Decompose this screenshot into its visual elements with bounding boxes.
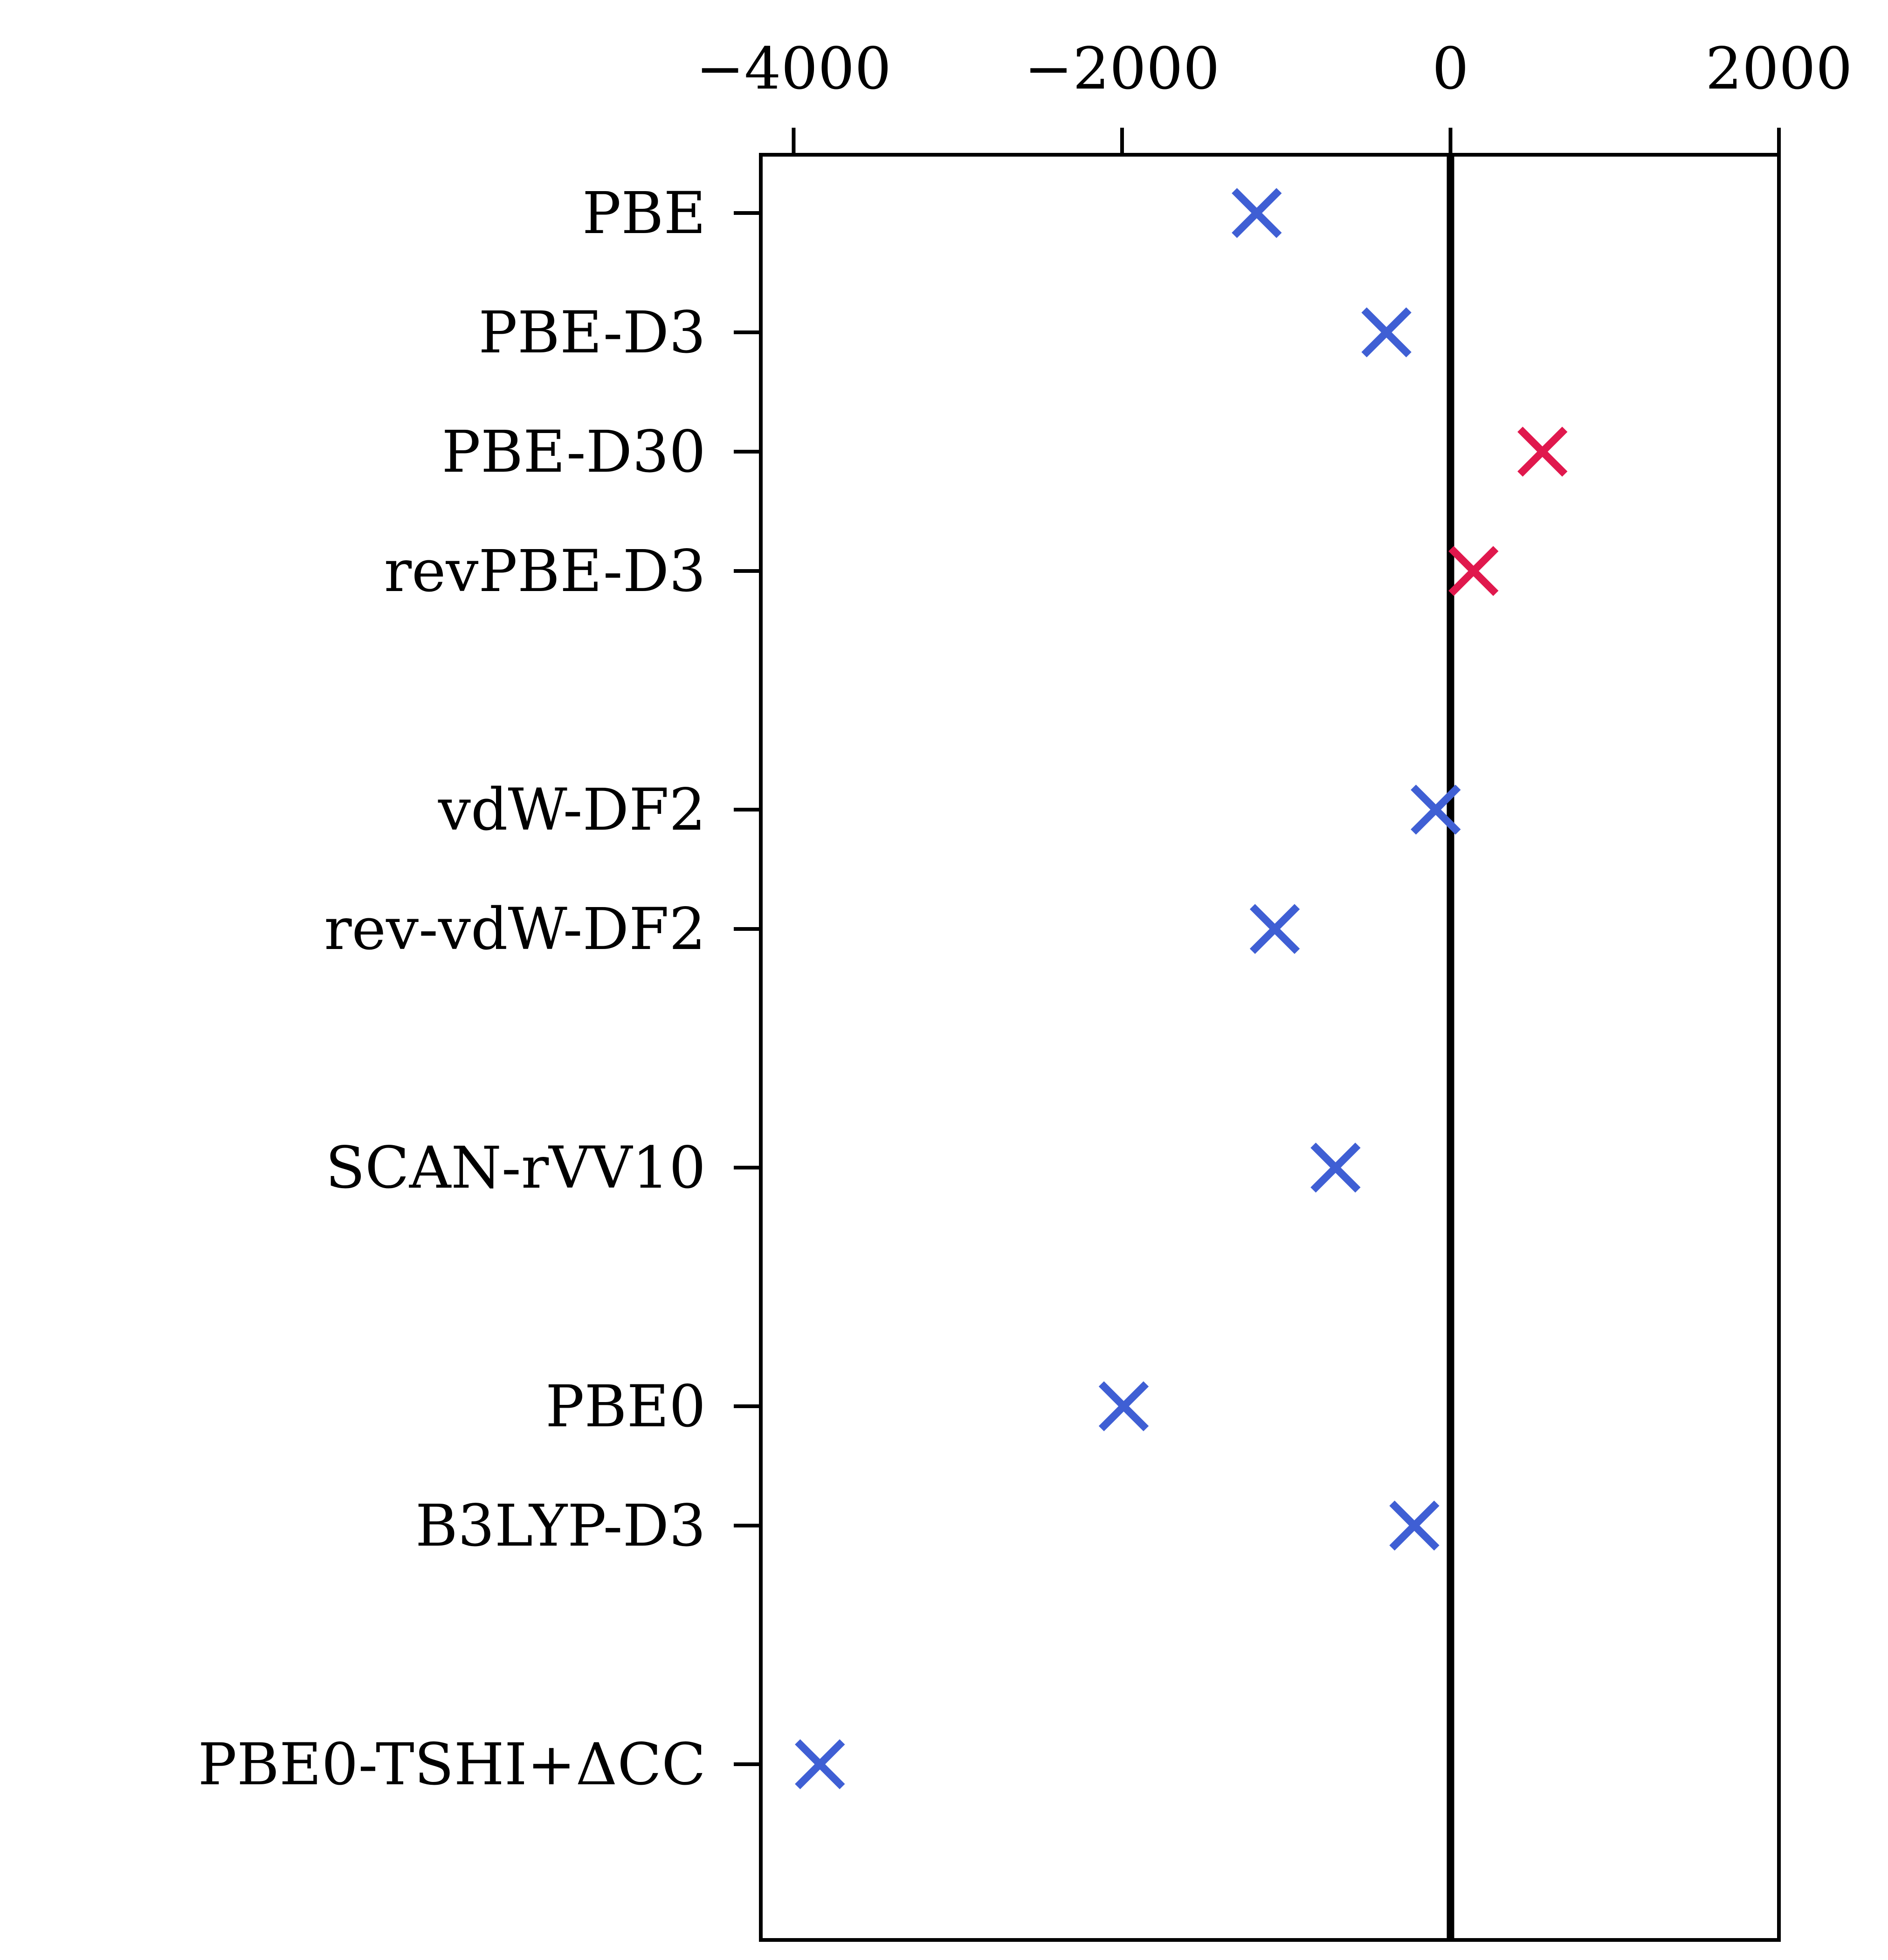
data-point-pbe [1232, 188, 1282, 238]
data-point-pbe-d3 [1361, 307, 1412, 358]
x-axis-ticks: −4000 −2000 0 2000 [696, 35, 1853, 155]
y-tick-label-pbe: PBE [582, 180, 706, 247]
data-point-pbe0 [1098, 1381, 1149, 1431]
y-tick-label-pbe0-tshi-cc: PBE0-TSHI+ΔCC [198, 1731, 706, 1798]
y-tick-label-vdw-df2: vdW-DF2 [438, 777, 706, 844]
y-tick-label-revpbe-d3: revPBE-D3 [384, 538, 706, 605]
data-point-rev-vdw-df2 [1249, 904, 1300, 954]
x-tick-label: 2000 [1705, 35, 1853, 103]
y-tick-label-pbe0: PBE0 [545, 1373, 706, 1440]
plot-frame [759, 153, 1781, 1942]
y-tick-label-pbe-d3: PBE-D3 [478, 299, 706, 366]
x-tick-label: 0 [1432, 35, 1469, 103]
data-point-revpbe-d3 [1448, 546, 1499, 596]
data-point-vdw-df2 [1411, 784, 1461, 835]
x-tick-label: −2000 [1024, 35, 1220, 103]
data-point-scan-rvv10 [1310, 1142, 1361, 1193]
y-axis-ticks: PBE PBE-D3 PBE-D30 revPBE-D3 vdW-DF2 rev-vdW-… [198, 180, 761, 1798]
y-tick-label-rev-vdw-df2: rev-vdW-DF2 [324, 896, 706, 963]
data-point-b3lyp-d3 [1389, 1500, 1440, 1551]
x-tick-label: −4000 [696, 35, 891, 103]
data-point-pbe0-tshi-cc [795, 1739, 845, 1789]
data-point-pbe-d30 [1517, 426, 1568, 477]
data-markers [795, 188, 1568, 1789]
y-tick-label-b3lyp-d3: B3LYP-D3 [415, 1492, 706, 1560]
y-tick-label-pbe-d30: PBE-D30 [442, 419, 706, 486]
y-tick-label-scan-rvv10: SCAN-rVV10 [325, 1135, 706, 1202]
